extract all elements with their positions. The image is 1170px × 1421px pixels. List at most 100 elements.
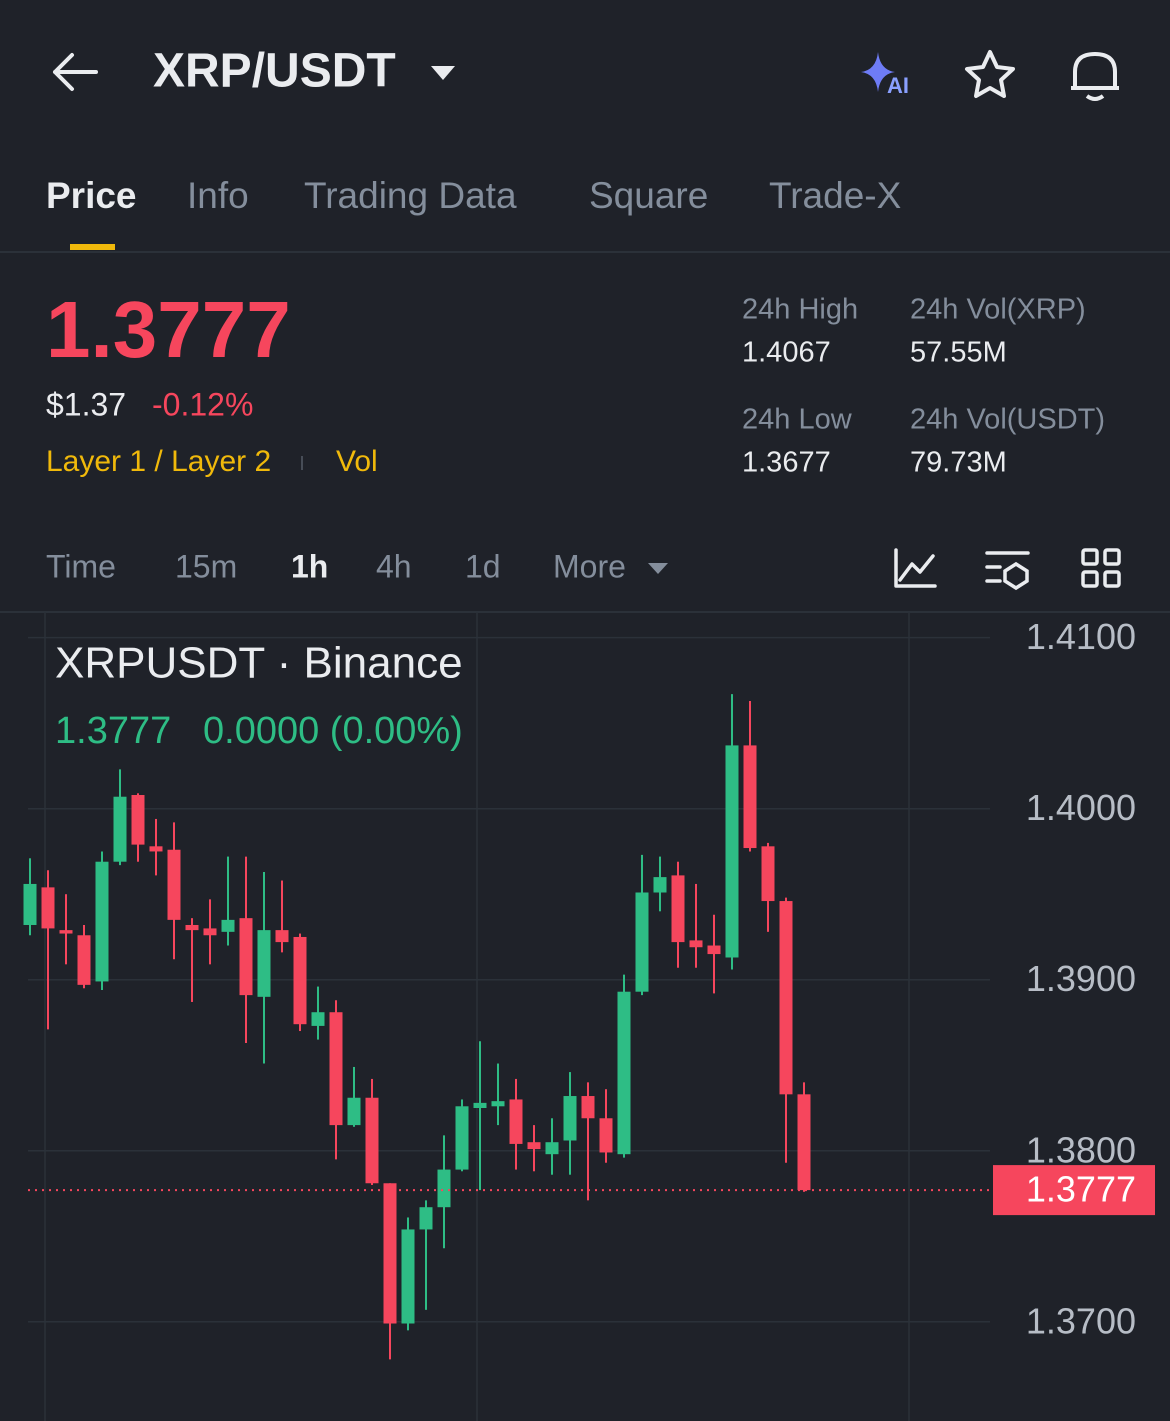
chart-legend-price: 1.3777 bbox=[55, 710, 171, 752]
interval[interactable]: 1d bbox=[465, 548, 501, 584]
candle-body bbox=[491, 1101, 505, 1107]
tab[interactable]: Price bbox=[46, 175, 137, 216]
ai-button[interactable]: AI bbox=[861, 52, 909, 98]
last-price-label: 1.3777 bbox=[1026, 1169, 1136, 1210]
candle-body bbox=[689, 940, 703, 948]
stat-label: 24h Vol(USDT) bbox=[910, 404, 1105, 436]
active-tab-indicator bbox=[70, 244, 115, 250]
candlestick-chart: 1.4100 1.4000 1.3900 1.3800 1.3700 1.3777 bbox=[23, 612, 1155, 1421]
interval[interactable]: 1h bbox=[291, 548, 328, 584]
indicator-icon bbox=[894, 548, 937, 588]
candle-body bbox=[617, 991, 631, 1155]
stat-label: 24h Vol(XRP) bbox=[910, 294, 1086, 326]
candle-body bbox=[761, 846, 775, 902]
grid-cell bbox=[1081, 548, 1099, 566]
candle-body bbox=[779, 901, 793, 1095]
stat-value: 1.3677 bbox=[742, 447, 831, 479]
candle-body bbox=[797, 1094, 811, 1191]
back-arrow bbox=[53, 53, 98, 91]
candle-body bbox=[131, 795, 145, 845]
tab[interactable]: Square bbox=[589, 175, 708, 216]
settings-lines bbox=[985, 551, 1030, 583]
pair-caret[interactable] bbox=[431, 66, 455, 80]
interval-bar: Time 15m 1h 4h 1d More bbox=[46, 548, 626, 584]
settings-button[interactable] bbox=[985, 551, 1030, 591]
candle-body bbox=[113, 796, 127, 862]
candle-body bbox=[149, 846, 163, 852]
more-caret[interactable] bbox=[648, 563, 668, 574]
candle-body bbox=[563, 1096, 577, 1141]
candle-body bbox=[167, 849, 181, 920]
candle-body bbox=[743, 745, 757, 849]
candle-body bbox=[23, 883, 37, 925]
grid-cell bbox=[1081, 570, 1099, 588]
interval[interactable]: More bbox=[553, 548, 626, 584]
candle-body bbox=[365, 1097, 379, 1184]
candle-body bbox=[455, 1106, 469, 1170]
pair-title[interactable]: XRP/USDT bbox=[153, 45, 396, 98]
tab[interactable]: Info bbox=[187, 175, 249, 216]
tab[interactable]: Trade-X bbox=[769, 175, 901, 216]
usd-price: $1.37 bbox=[46, 386, 126, 422]
candle-body bbox=[545, 1142, 559, 1155]
grid-cell bbox=[1103, 570, 1121, 588]
chart-legend-change: 0.0000 (0.00%) bbox=[203, 710, 463, 752]
candle-body bbox=[185, 924, 199, 931]
bell-clapper bbox=[1085, 94, 1105, 101]
candle-body bbox=[581, 1096, 595, 1119]
candle-body bbox=[275, 930, 289, 943]
candle-body bbox=[59, 930, 73, 934]
candle-body bbox=[509, 1099, 523, 1144]
last-price: 1.3777 bbox=[46, 285, 291, 374]
interval[interactable]: 4h bbox=[376, 548, 412, 584]
candle-body bbox=[671, 875, 685, 943]
price-change: -0.12% bbox=[152, 386, 253, 422]
candle-body bbox=[401, 1229, 415, 1324]
candle-body bbox=[599, 1118, 613, 1153]
stat-value: 1.4067 bbox=[742, 337, 831, 369]
ai-sparkle bbox=[861, 52, 895, 92]
settings-gear bbox=[1003, 561, 1029, 591]
tag[interactable]: Vol bbox=[336, 445, 378, 478]
last-price-tag bbox=[993, 1165, 1155, 1216]
candle-body bbox=[725, 745, 739, 958]
bell-body bbox=[1071, 52, 1119, 90]
tab-bar: Price Info Trading Data Square Trade-X bbox=[46, 175, 901, 216]
interval[interactable]: Time bbox=[46, 548, 116, 584]
candle-body bbox=[77, 935, 91, 985]
chart-title: XRPUSDT · Binance bbox=[55, 639, 463, 688]
candle-body bbox=[527, 1142, 541, 1150]
interval[interactable]: 15m bbox=[175, 548, 237, 584]
y-tick-label: 1.3700 bbox=[1026, 1300, 1136, 1341]
tag[interactable]: Layer 1 / Layer 2 bbox=[46, 445, 271, 478]
tab[interactable]: Trading Data bbox=[304, 175, 517, 216]
y-tick-label: 1.4000 bbox=[1026, 787, 1136, 828]
candle-body bbox=[257, 930, 271, 997]
candle-body bbox=[329, 1012, 343, 1126]
candle-body bbox=[239, 918, 253, 996]
stat-label: 24h High bbox=[742, 294, 858, 326]
y-tick-label: 1.3800 bbox=[1026, 1129, 1136, 1170]
candle-body bbox=[707, 945, 721, 955]
alert-bell[interactable] bbox=[1071, 52, 1119, 101]
stat-value: 79.73M bbox=[910, 447, 1007, 479]
back-button[interactable] bbox=[53, 53, 98, 91]
indicator-button[interactable] bbox=[894, 548, 937, 588]
candle-body bbox=[95, 861, 109, 982]
favorite-star[interactable] bbox=[965, 50, 1015, 98]
candle-body bbox=[653, 877, 667, 893]
ai-glyph: AI bbox=[887, 73, 909, 98]
y-tick-label: 1.4100 bbox=[1026, 616, 1136, 657]
candle-body bbox=[221, 919, 235, 932]
candle-body bbox=[41, 887, 55, 929]
stat-label: 24h Low bbox=[742, 404, 853, 436]
grid-cell bbox=[1103, 548, 1121, 566]
candle-body bbox=[473, 1102, 487, 1109]
layout-button[interactable] bbox=[1081, 548, 1121, 588]
stat-value: 57.55M bbox=[910, 337, 1007, 369]
candle-body bbox=[437, 1169, 451, 1208]
candle-body bbox=[347, 1097, 361, 1126]
